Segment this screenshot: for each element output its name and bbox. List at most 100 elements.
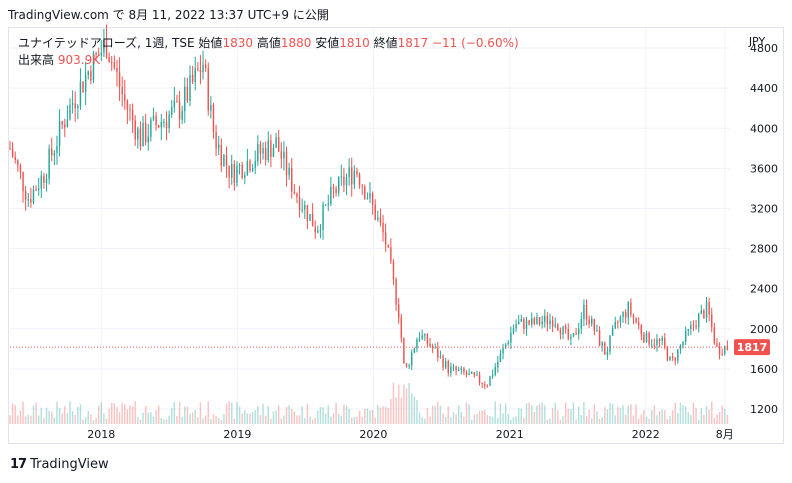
footer-brand[interactable]: 17 TradingView <box>10 457 109 472</box>
candle-body <box>131 109 134 121</box>
candle-body <box>343 176 345 186</box>
candle-body <box>585 304 588 320</box>
volume-bar <box>544 405 546 424</box>
candle-body <box>9 148 11 150</box>
candle-body <box>541 321 543 325</box>
candle-body <box>171 107 173 115</box>
candle-body <box>403 338 405 364</box>
candle-body <box>233 164 236 184</box>
volume-bar <box>77 406 79 424</box>
volume-bar <box>596 411 598 424</box>
candle-body <box>335 188 337 193</box>
candle-body <box>460 368 463 370</box>
volume-bar <box>215 415 217 424</box>
candle-body <box>637 322 640 326</box>
volume-bar <box>332 413 335 424</box>
candle-body <box>512 328 515 333</box>
candle-body <box>684 330 687 342</box>
volume-bar <box>653 405 656 424</box>
candle-body <box>614 321 616 329</box>
volume-bar <box>658 411 661 424</box>
candle-body <box>452 366 455 368</box>
volume-bar <box>690 415 692 424</box>
volume-bar <box>35 402 37 424</box>
candle-body <box>14 156 16 161</box>
candle-body <box>296 193 298 198</box>
candle-body <box>160 122 163 128</box>
candle-body <box>648 332 650 345</box>
volume-bar <box>577 406 580 424</box>
candle-body <box>486 385 489 387</box>
volume-bar <box>92 419 95 424</box>
volume-bar <box>455 414 457 424</box>
volume-bar <box>160 418 163 424</box>
candle-body <box>504 344 507 349</box>
candle-body <box>635 317 637 323</box>
candle-body <box>583 304 585 319</box>
volume-bar <box>270 418 272 424</box>
candle-body <box>74 103 76 109</box>
volume-bar <box>677 413 679 424</box>
volume-bar <box>468 404 470 424</box>
volume-bar <box>429 416 431 424</box>
volume-bar <box>609 403 611 424</box>
publish-caption: TradingView.com で 8月 11, 2022 13:37 UTC+… <box>8 8 329 22</box>
close-label: 終値 <box>373 36 398 50</box>
candle-body <box>601 342 603 346</box>
candle-body <box>178 101 181 120</box>
price-tick-label: 4800 <box>750 42 778 55</box>
candle-body <box>173 100 176 108</box>
volume-bar <box>90 414 92 424</box>
volume-bar <box>619 407 622 424</box>
candle-body <box>413 348 416 353</box>
candle-body <box>418 338 421 340</box>
volume-bar <box>71 411 74 424</box>
volume-bar <box>53 417 56 424</box>
volume-bar <box>150 412 152 424</box>
candle-body <box>687 329 689 331</box>
volume-bar <box>241 413 243 424</box>
candle-body <box>557 324 559 330</box>
candle-body <box>251 168 254 171</box>
volume-bar <box>314 417 316 424</box>
volume-bar <box>280 418 283 424</box>
candle-body <box>379 217 382 223</box>
volume-bar <box>557 410 559 424</box>
candle-body <box>121 87 123 95</box>
candle-body <box>421 335 423 339</box>
volume-bar <box>593 404 596 424</box>
candle-body <box>491 374 494 377</box>
volume-bar <box>84 417 87 424</box>
volume-bar <box>627 405 629 424</box>
volume-bar <box>687 412 689 424</box>
candle-body <box>640 325 643 335</box>
volume-bar <box>113 403 116 424</box>
volume-bar <box>632 415 635 424</box>
candle-body <box>502 348 504 354</box>
candle-body <box>478 374 481 383</box>
candle-body <box>137 128 139 140</box>
candle-body <box>531 318 533 325</box>
time-tick-label: 2020 <box>359 428 387 441</box>
volume-bar <box>27 414 29 424</box>
volume-bar <box>643 410 645 424</box>
volume-bar <box>126 409 129 424</box>
volume-bar <box>447 406 449 424</box>
volume-legend: 出来高 903.9K <box>18 51 100 68</box>
volume-bar <box>129 405 131 424</box>
candle-body <box>559 329 562 335</box>
candle-body <box>298 197 301 211</box>
volume-bar <box>330 416 332 424</box>
volume-bar <box>515 416 517 424</box>
volume-bar <box>721 405 723 424</box>
volume-bar <box>134 401 136 424</box>
volume-bar <box>184 406 186 424</box>
volume-bar <box>144 406 147 424</box>
volume-bar <box>30 415 32 424</box>
volume-bar <box>387 407 389 424</box>
volume-bar <box>439 405 442 424</box>
price-tick-label: 3600 <box>750 162 778 175</box>
symbol-label: ユナイテッドアローズ, 1週, TSE <box>18 36 195 50</box>
volume-bar <box>283 415 285 424</box>
